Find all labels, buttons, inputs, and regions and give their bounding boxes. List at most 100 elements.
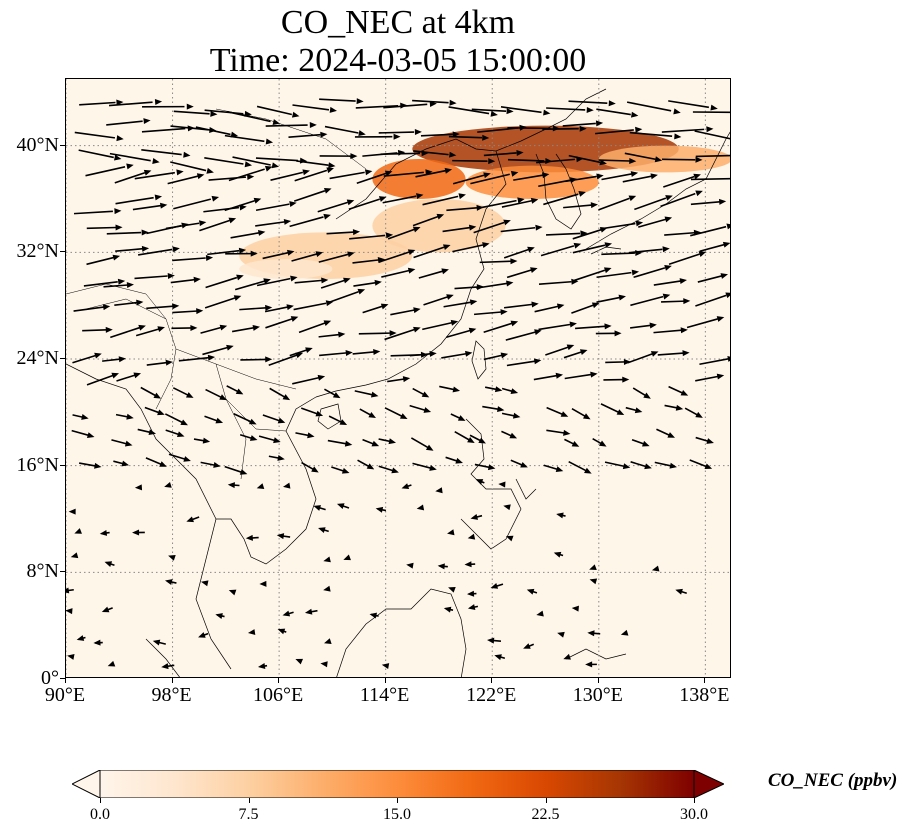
lat-tick-label: 24°N (16, 347, 59, 369)
wind-arrow (653, 278, 687, 286)
wind-arrow (300, 407, 324, 417)
wind-arrow (135, 326, 165, 337)
wind-arrow (699, 241, 730, 252)
wind-arrow (415, 167, 453, 178)
wind-arrow (245, 534, 259, 541)
wind-arrow (317, 199, 355, 213)
wind-arrow (638, 216, 673, 228)
wind-arrow (686, 316, 725, 329)
wind-arrow (630, 293, 671, 307)
wind-arrow (375, 506, 387, 513)
wind-arrow (625, 406, 643, 414)
wind-arrow (104, 561, 115, 567)
wind-arrow (224, 134, 274, 145)
wind-arrow (540, 242, 582, 257)
wind-arrow (327, 439, 353, 447)
wind-arrow (298, 320, 332, 334)
lat-tick-label: 0° (41, 667, 59, 689)
wind-arrow (651, 565, 660, 572)
wind-arrow (654, 461, 677, 469)
wind-arrow (564, 438, 580, 447)
wind-arrow (470, 514, 483, 520)
wind-arrow (304, 608, 318, 615)
wind-arrow (111, 439, 133, 447)
wind-arrow (289, 213, 331, 228)
wind-arrow (441, 350, 473, 359)
wind-arrow (215, 613, 225, 619)
wind-arrow (109, 152, 160, 164)
wind-arrow (513, 172, 550, 181)
wind-arrow (413, 244, 451, 259)
wind-arrow (381, 267, 416, 278)
wind-arrow (83, 278, 126, 287)
wind-arrow (258, 435, 281, 444)
wind-arrow (199, 217, 237, 232)
wind-arrow (343, 554, 351, 561)
wind-arrow (694, 130, 730, 140)
wind-arrow (572, 242, 613, 254)
wind-arrow (471, 108, 514, 115)
wind-arrow (76, 635, 86, 641)
wind-arrow (381, 663, 390, 669)
wind-arrow (668, 251, 707, 266)
wind-arrow (73, 208, 122, 215)
wind-arrow (320, 277, 351, 289)
wind-arrow (464, 561, 476, 568)
borders (66, 108, 367, 480)
wind-arrow (595, 126, 643, 135)
wind-arrow (256, 275, 298, 287)
wind-arrow (193, 437, 211, 444)
wind-arrow (137, 428, 157, 436)
wind-arrow (442, 224, 477, 233)
wind-arrow (412, 213, 445, 227)
wind-arrow (78, 462, 102, 469)
wind-arrow (292, 104, 337, 113)
wind-arrow (378, 438, 396, 445)
wind-arrow (354, 390, 379, 398)
wind-arrow (110, 324, 146, 339)
wind-arrow (369, 612, 379, 619)
wind-arrow (479, 197, 525, 209)
wind-arrow (255, 201, 297, 212)
wind-arrow (546, 429, 571, 436)
wind-arrow (598, 195, 637, 211)
wind-arrow (93, 639, 103, 646)
lat-tick (60, 678, 65, 679)
wind-arrow (420, 131, 460, 138)
wind-arrow (227, 110, 281, 126)
plume-region-6 (239, 259, 333, 279)
wind-arrow (318, 251, 355, 263)
wind-arrow (412, 462, 437, 471)
wind-arrow (327, 288, 366, 304)
wind-arrow (601, 171, 639, 181)
wind-arrow (173, 110, 218, 117)
colorbar-min-extend (72, 770, 101, 798)
wind-arrow (146, 303, 180, 310)
wind-arrow (412, 99, 457, 106)
wind-arrow (387, 376, 411, 383)
wind-arrow (534, 303, 565, 313)
wind-arrow (487, 637, 502, 644)
wind-arrow (660, 190, 703, 208)
wind-arrow (383, 101, 437, 109)
wind-vectors (66, 98, 730, 670)
wind-arrow (204, 156, 253, 168)
wind-arrow (74, 528, 82, 534)
wind-arrow (352, 348, 381, 355)
lat-tick (60, 144, 65, 146)
wind-arrow (348, 196, 387, 211)
wind-arrow (142, 103, 194, 110)
wind-arrow (349, 232, 394, 240)
wind-arrow (484, 386, 503, 393)
wind-arrow (656, 428, 676, 438)
wind-arrow (668, 385, 689, 396)
wind-arrow (296, 160, 336, 169)
wind-arrow (234, 278, 271, 291)
wind-arrow (689, 459, 713, 470)
plot-time: Time: 2024-03-05 15:00:00 (209, 42, 587, 79)
wind-arrow (690, 223, 730, 237)
wind-arrow (200, 580, 209, 587)
wind-arrow (568, 460, 592, 474)
wind-arrow (362, 303, 389, 314)
wind-arrow (406, 562, 414, 569)
